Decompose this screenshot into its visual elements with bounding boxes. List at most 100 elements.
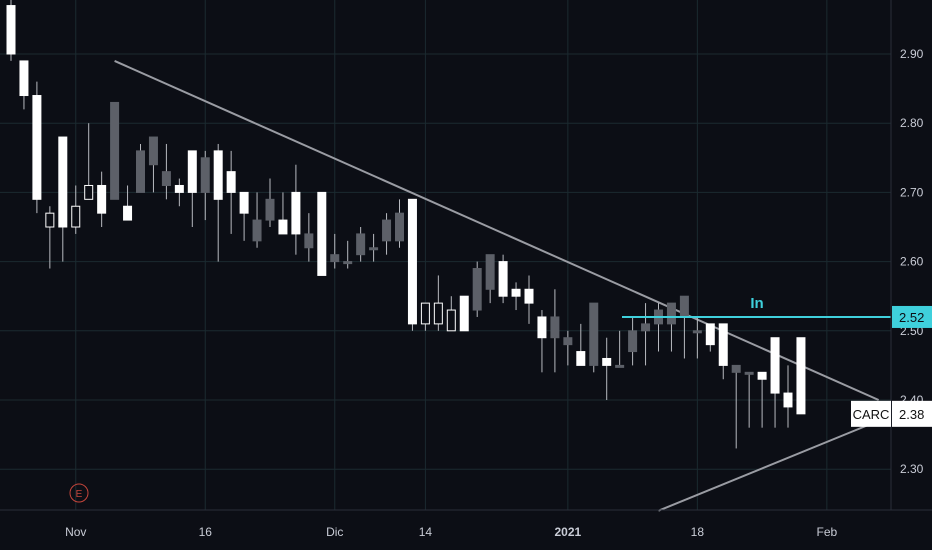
last-price-tag [892,400,932,427]
price-tick-label: 2.70 [900,185,924,199]
candle-body [304,233,314,249]
candle [343,240,353,269]
candle-body [19,60,29,97]
candle [291,164,301,255]
candle [226,150,236,234]
price-tick-label: 2.30 [900,462,924,476]
level-line-group[interactable]: In [622,295,891,318]
candle [705,323,715,352]
time-axis[interactable]: Nov 16 Dic 14 2021 18 Feb [65,525,837,539]
time-tick-label: 16 [199,525,213,539]
candle [692,316,702,359]
candle [84,123,94,200]
trendlines[interactable] [114,60,880,512]
candle-body [136,150,145,193]
candle [666,302,676,352]
candle-body [356,233,366,256]
candle [602,337,612,400]
price-tick-label: 2.90 [900,47,924,61]
candle-body [395,212,404,242]
candle [110,101,120,200]
symbol-tag-text: CARC [853,407,890,422]
price-tags: 2.52 2.38 CARC [851,305,932,427]
candle-body [200,157,210,193]
candle-body [343,261,353,265]
candle-body [563,337,573,346]
candle-body [110,101,120,200]
candle [550,289,560,373]
candle [433,275,443,331]
candle-body [265,198,275,221]
candle [32,81,42,214]
candle [213,143,223,262]
candle-body [679,295,689,318]
candle-body [550,316,560,339]
candle [304,213,314,262]
candle [187,150,197,227]
trendline[interactable] [658,419,880,512]
candle-body [148,136,158,166]
candle-body [796,337,806,415]
candle-body [84,184,94,200]
candle [563,330,573,366]
candle-body [239,191,249,214]
candle [317,191,327,276]
candle [19,60,29,110]
candle [369,233,379,262]
candle-body [692,330,702,334]
candle [356,227,366,262]
candle-body [731,364,741,373]
candle [731,364,741,449]
level-label: In [750,295,763,312]
candle [511,282,521,311]
last-price-tag-text: 2.38 [899,407,924,422]
candle [718,323,728,380]
time-tick-label: Nov [65,525,86,539]
candle-body [45,212,55,228]
candle [615,330,625,368]
candle [770,337,780,428]
candle-body [757,371,767,380]
candle [252,192,262,248]
time-tick-label: 18 [691,525,705,539]
time-tick-label: Feb [817,525,838,539]
candle-body [161,171,171,186]
candle [446,296,456,332]
candle [45,206,55,269]
candle [161,143,171,200]
candle [757,371,767,428]
candle-body [174,184,184,193]
candle-body [226,171,236,193]
candle-body [511,288,521,297]
candle [459,295,469,332]
candle-body [589,302,599,366]
trendline[interactable] [114,60,880,401]
candle [71,185,81,234]
candle [628,316,638,366]
symbol-tag [851,400,891,427]
candle-body [615,364,625,368]
candle [796,337,806,415]
event-marker[interactable]: E [69,483,89,503]
candle-body [718,323,728,366]
candle-body [291,191,301,235]
event-marker-label: E [76,489,83,500]
grid [0,0,891,510]
candle-body [420,302,430,325]
candle [265,178,275,227]
candle [641,303,651,366]
candle-body [6,5,16,55]
candle [537,310,547,373]
candle-body [705,323,715,346]
candle [382,213,392,255]
candle [524,275,534,324]
candle [330,233,340,269]
candle-body [446,309,456,332]
candle-body [252,219,262,242]
candle-body [602,357,612,366]
candle-body [770,337,780,394]
time-tick-label: 2021 [554,525,581,539]
candle [576,323,586,366]
candle [395,199,404,248]
